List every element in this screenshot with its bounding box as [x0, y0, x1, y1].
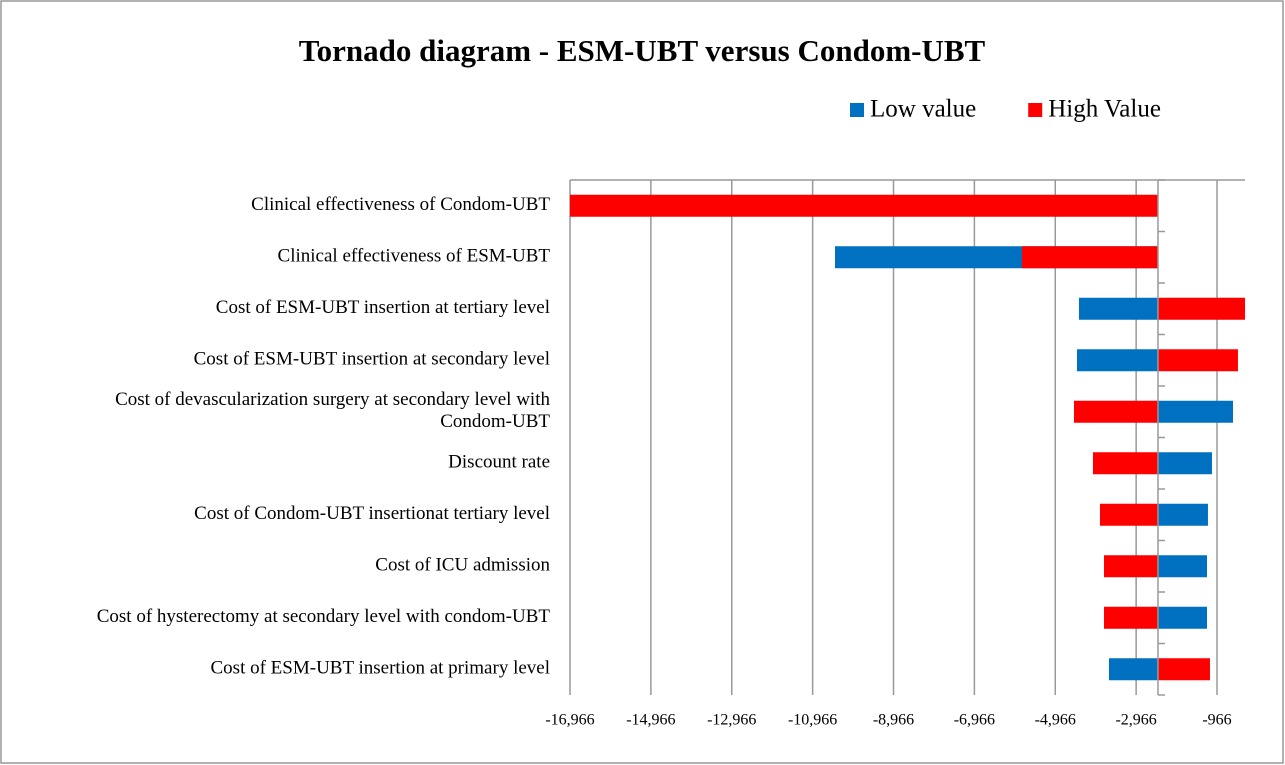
bar	[1073, 400, 1158, 423]
bar	[1157, 349, 1238, 372]
y-tick-label: Clinical effectiveness of Condom-UBT	[251, 194, 550, 215]
bar	[1021, 246, 1158, 269]
x-tick-label: -14,966	[626, 712, 675, 729]
legend-label: High Value	[1048, 96, 1161, 123]
bar	[1157, 452, 1212, 475]
legend-swatch	[1028, 103, 1043, 117]
x-tick-label: -10,966	[788, 712, 837, 729]
bar	[570, 194, 1158, 217]
legend-swatch	[850, 103, 864, 117]
x-tick-label: -8,966	[873, 712, 914, 729]
x-tick-label: -6,966	[954, 712, 995, 729]
x-tick-label: -4,966	[1035, 712, 1076, 729]
y-tick-label: Cost of hysterectomy at secondary level …	[97, 606, 551, 627]
y-tick-label: Discount rate	[448, 452, 550, 473]
chart-title: Tornado diagram - ESM-UBT versus Condom-…	[299, 33, 986, 68]
y-tick-label: Cost of ICU admission	[375, 555, 550, 576]
bar	[1157, 658, 1210, 681]
y-tick-label: Cost of Condom-UBT insertionat tertiary …	[194, 503, 550, 524]
bar	[1092, 452, 1158, 475]
x-tick-label: -12,966	[707, 712, 756, 729]
bar	[1157, 400, 1233, 423]
legend-label: Low value	[870, 96, 976, 123]
bar	[1078, 297, 1158, 320]
bar	[1103, 606, 1158, 629]
x-tick-label: -16,966	[545, 712, 594, 729]
x-tick-label: -966	[1202, 712, 1231, 729]
bar	[1157, 297, 1245, 320]
y-tick-label: Cost of devascularization surgery at sec…	[115, 389, 550, 432]
bar	[1099, 503, 1158, 526]
bar	[1157, 503, 1208, 526]
y-tick-label: Cost of ESM-UBT insertion at secondary l…	[194, 349, 550, 370]
y-tick-label: Clinical effectiveness of ESM-UBT	[278, 246, 551, 267]
y-tick-label: Cost of ESM-UBT insertion at primary lev…	[211, 658, 551, 679]
y-tick-label: Cost of ESM-UBT insertion at tertiary le…	[216, 297, 550, 318]
bar	[1108, 658, 1158, 681]
bar	[1076, 349, 1158, 372]
x-tick-label: -2,966	[1115, 712, 1156, 729]
bar	[1157, 555, 1207, 578]
bar	[1157, 606, 1207, 629]
bar	[1103, 555, 1158, 578]
